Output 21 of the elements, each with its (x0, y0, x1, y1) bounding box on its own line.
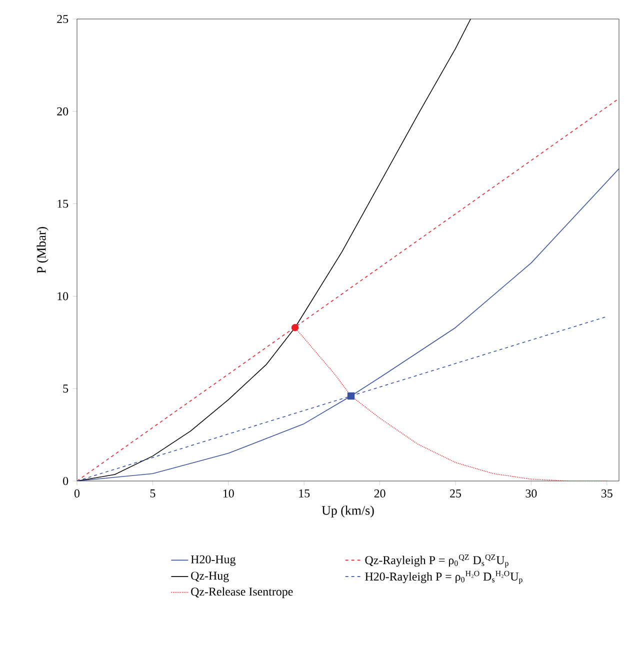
legend-label: Qz-Rayleigh P = ρ$_{0}$$^{QZ}$ D$_{s}$$^{QZ}$U$_{p}$ (365, 554, 508, 568)
y-tick-label: 20 (57, 107, 68, 116)
x-tick-label: 30 (526, 489, 537, 498)
y-tick-label: 15 (58, 200, 68, 208)
legend-label: Qz-Hug (191, 572, 229, 582)
x-tick-label: 0 (74, 489, 80, 498)
y-tick-label: 25 (57, 14, 68, 24)
y-tick-label: 5 (63, 384, 68, 393)
x-tick-label: 10 (223, 489, 234, 498)
x-tick-label: 20 (374, 489, 386, 498)
legend-label: H20-Hug (190, 555, 236, 566)
legend-label: H20-Rayleigh P = ρ$_{0}$$^{H₂O}$ D$_{s}$$^{H₂O}$U$_{p}$ (365, 570, 522, 584)
x-tick-label: 35 (601, 489, 612, 498)
legend-label: Qz-Release Isentrope (191, 587, 293, 598)
x-tick-label: 15 (299, 489, 310, 498)
y-axis-title: P (Mbar) (36, 227, 48, 274)
x-tick-label: 25 (450, 489, 462, 498)
x-axis-title: Up (km/s) (322, 506, 374, 518)
y-tick-label: 0 (63, 476, 68, 486)
y-tick-label: 10 (58, 292, 68, 300)
x-tick-label: 5 (150, 489, 156, 498)
